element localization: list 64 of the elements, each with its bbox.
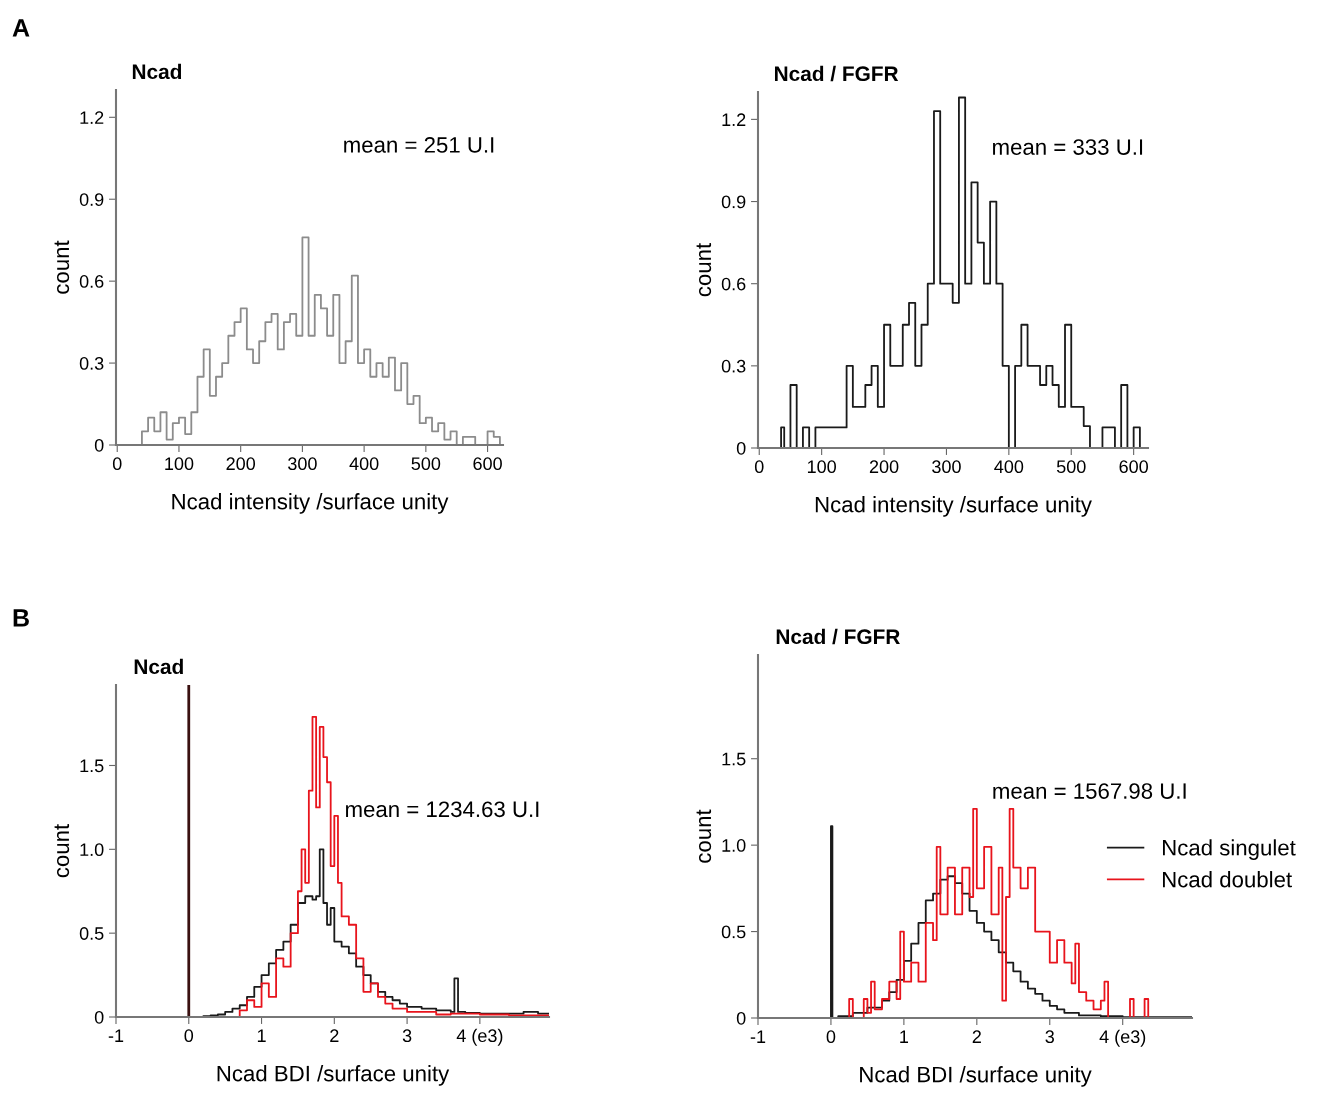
y-axis-title: count [696,809,712,863]
x-tick-label: 100 [165,457,194,471]
x-tick-label: 200 [226,457,256,471]
x-tick-label: 3 [402,1029,412,1043]
x-tick-label: 1 [900,1030,909,1043]
x-tick-label: 400 [994,460,1024,474]
x-tick-label: 100 [807,460,837,474]
y-tick-label: 1.0 [722,839,746,852]
text: A [12,19,30,37]
x-axis-title: Ncad intensity /surface unity [172,493,449,514]
x-tick-label: -1 [750,1030,766,1043]
y-axis-title: count [696,242,712,297]
y-tick-label: 0 [94,1010,104,1024]
chart-title: Ncad / FGFR [774,65,899,82]
x-tick-label: 0 [826,1030,836,1044]
y-axis-title: count [54,240,70,294]
y-tick-label: 0.9 [79,193,104,206]
x-tick-label: 600 [473,457,502,471]
x-axis-title: Ncad BDI /surface unity [217,1065,450,1086]
y-tick-label: 0 [736,1011,746,1025]
x-tick-label: 500 [1056,460,1086,474]
y-tick-label: 0.5 [79,927,104,940]
x-tick-label: 0 [112,457,122,471]
text: B [13,609,29,627]
x-tick-label: 300 [932,460,961,474]
y-tick-label: 1.5 [80,759,104,773]
y-tick-label: 1.2 [80,111,104,124]
chart-title: Ncad / FGFR [776,628,900,645]
y-tick-label: 1.5 [722,752,746,766]
y-tick-label: 0.3 [721,359,746,373]
y-axis-title: count [54,823,70,878]
x-tick-label: 200 [869,460,899,474]
y-tick-label: 0 [94,438,104,452]
y-tick-label: 0.3 [79,357,104,370]
legend-label: Ncad singulet [1163,839,1296,860]
y-tick-label: 0.6 [721,277,746,291]
annotation: mean = 251 U.I [344,137,494,153]
x-tick-label: 1 [257,1029,266,1042]
x-tick-label: 4 (e3) [1099,1029,1146,1047]
legend-label: Ncad doublet [1163,871,1292,888]
chart-title: Ncad [134,658,183,675]
annotation: mean = 1234.63 U.I [346,801,539,818]
y-tick-label: 0 [736,441,746,455]
y-tick-label: 0.5 [721,925,746,939]
x-tick-label: 2 [972,1030,981,1043]
x-tick-label: 500 [411,457,441,471]
y-tick-label: 1.0 [80,843,104,857]
chart-title: Ncad [132,63,182,80]
x-tick-label: 2 [330,1029,339,1042]
y-tick-label: 0.9 [721,195,746,209]
x-tick-label: 300 [288,457,317,471]
x-tick-label: 3 [1045,1030,1054,1044]
annotation: mean = 1567.98 U.I [993,783,1186,799]
y-tick-label: 0.6 [79,275,104,288]
y-tick-label: 1.2 [722,113,746,126]
x-tick-label: -1 [108,1029,124,1042]
x-tick-label: 400 [349,457,379,471]
x-axis-title: Ncad BDI /surface unity [860,1066,1092,1087]
x-tick-label: 600 [1119,460,1149,474]
annotation: mean = 333 U.I [993,139,1143,155]
x-tick-label: 4 (e3) [456,1028,503,1046]
x-axis-title: Ncad intensity /surface unity [815,496,1092,517]
x-tick-label: 0 [184,1029,194,1043]
x-tick-label: 0 [754,460,764,474]
